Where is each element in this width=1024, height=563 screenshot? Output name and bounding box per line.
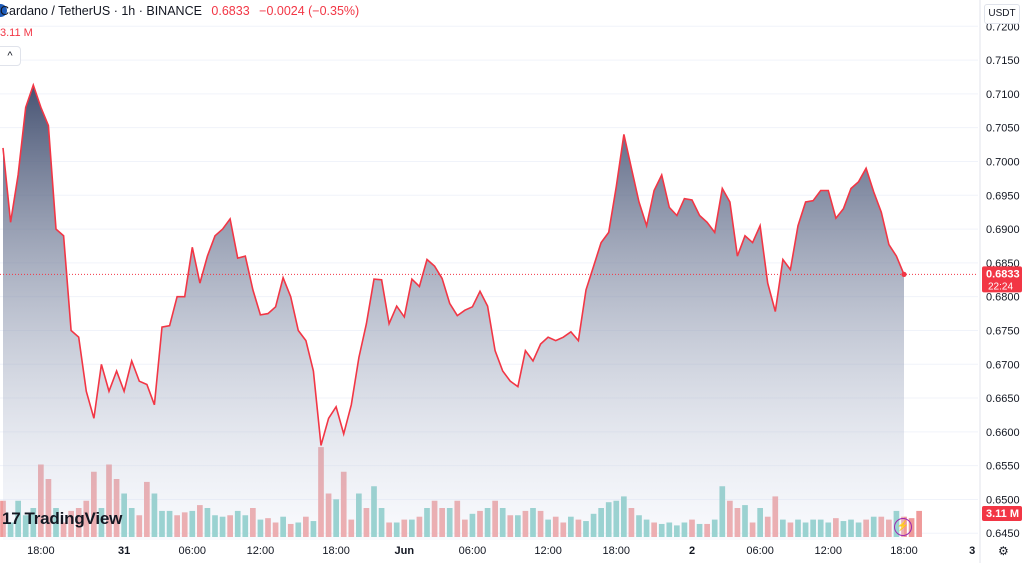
time-axis: 18:00 31 06:00 12:00 18:00 Jun 06:00 12:00 18:00…	[27, 545, 975, 557]
volume-bar	[916, 510, 922, 537]
last-price-label: 0.6833	[986, 268, 1020, 280]
y-tick-label: 0.6550	[986, 461, 1020, 473]
y-tick-label: 0.6700	[986, 359, 1020, 371]
tradingview-mark: 17	[2, 509, 21, 528]
x-tick-label: 06:00	[459, 545, 487, 557]
header-price: 0.6833	[211, 4, 250, 18]
y-tick-label: 0.7150	[986, 55, 1020, 67]
tradingview-logo[interactable]: 17 TradingView	[2, 509, 122, 529]
symbol-line[interactable]: Cardano / TetherUS · 1h · BINANCE	[0, 4, 202, 18]
last-volume-label-bg	[982, 506, 1022, 521]
price-line	[2, 82, 905, 446]
header-change: −0.0024 (−0.35%)	[259, 4, 360, 18]
x-tick-label: 18:00	[27, 545, 55, 557]
tradingview-wordmark: TradingView	[24, 509, 123, 528]
x-tick-label: 31	[118, 545, 130, 557]
lightning-icon[interactable]: ⚡	[894, 518, 912, 536]
y-tick-label: 0.7000	[986, 156, 1020, 168]
chevron-up-icon[interactable]: ^	[0, 46, 21, 66]
y-tick-label: 0.7200	[986, 21, 1020, 33]
y-tick-label: 0.6750	[986, 325, 1020, 337]
y-tick-label: 0.6450	[986, 528, 1020, 540]
chart-header: Cardano / TetherUS · 1h · BINANCE 0.6833…	[0, 4, 359, 18]
cardano-logo-icon	[0, 4, 7, 17]
y-tick-label: 0.6900	[986, 224, 1020, 236]
last-volume-label: 3.11 M	[986, 508, 1019, 520]
y-tick-label: 0.6950	[986, 190, 1020, 202]
x-tick-label: Jun	[395, 545, 415, 557]
x-tick-label: 06:00	[179, 545, 207, 557]
countdown-label: 22:24	[988, 281, 1013, 292]
volume-bar	[0, 500, 6, 537]
gear-icon[interactable]: ⚙	[998, 544, 1009, 558]
y-tick-label: 0.7050	[986, 123, 1020, 135]
x-tick-label: 12:00	[247, 545, 275, 557]
last-price-label-bg	[982, 266, 1022, 293]
x-tick-label: 3	[969, 545, 975, 557]
last-price-dot	[901, 271, 907, 277]
x-tick-label: 18:00	[603, 545, 631, 557]
x-tick-label: 18:00	[322, 545, 350, 557]
x-tick-label: 2	[689, 545, 695, 557]
x-tick-label: 12:00	[534, 545, 562, 557]
y-tick-label: 0.6600	[986, 427, 1020, 439]
volume-legend: 3.11 M	[0, 27, 33, 39]
x-tick-label: 06:00	[746, 545, 774, 557]
x-tick-label: 18:00	[890, 545, 918, 557]
x-tick-label: 12:00	[815, 545, 843, 557]
y-tick-label: 0.6800	[986, 292, 1020, 304]
y-tick-label: 0.7100	[986, 89, 1020, 101]
currency-button[interactable]: USDT	[984, 4, 1020, 24]
y-tick-label: 0.6500	[986, 494, 1020, 506]
y-tick-label: 0.6650	[986, 393, 1020, 405]
price-area	[3, 85, 904, 540]
